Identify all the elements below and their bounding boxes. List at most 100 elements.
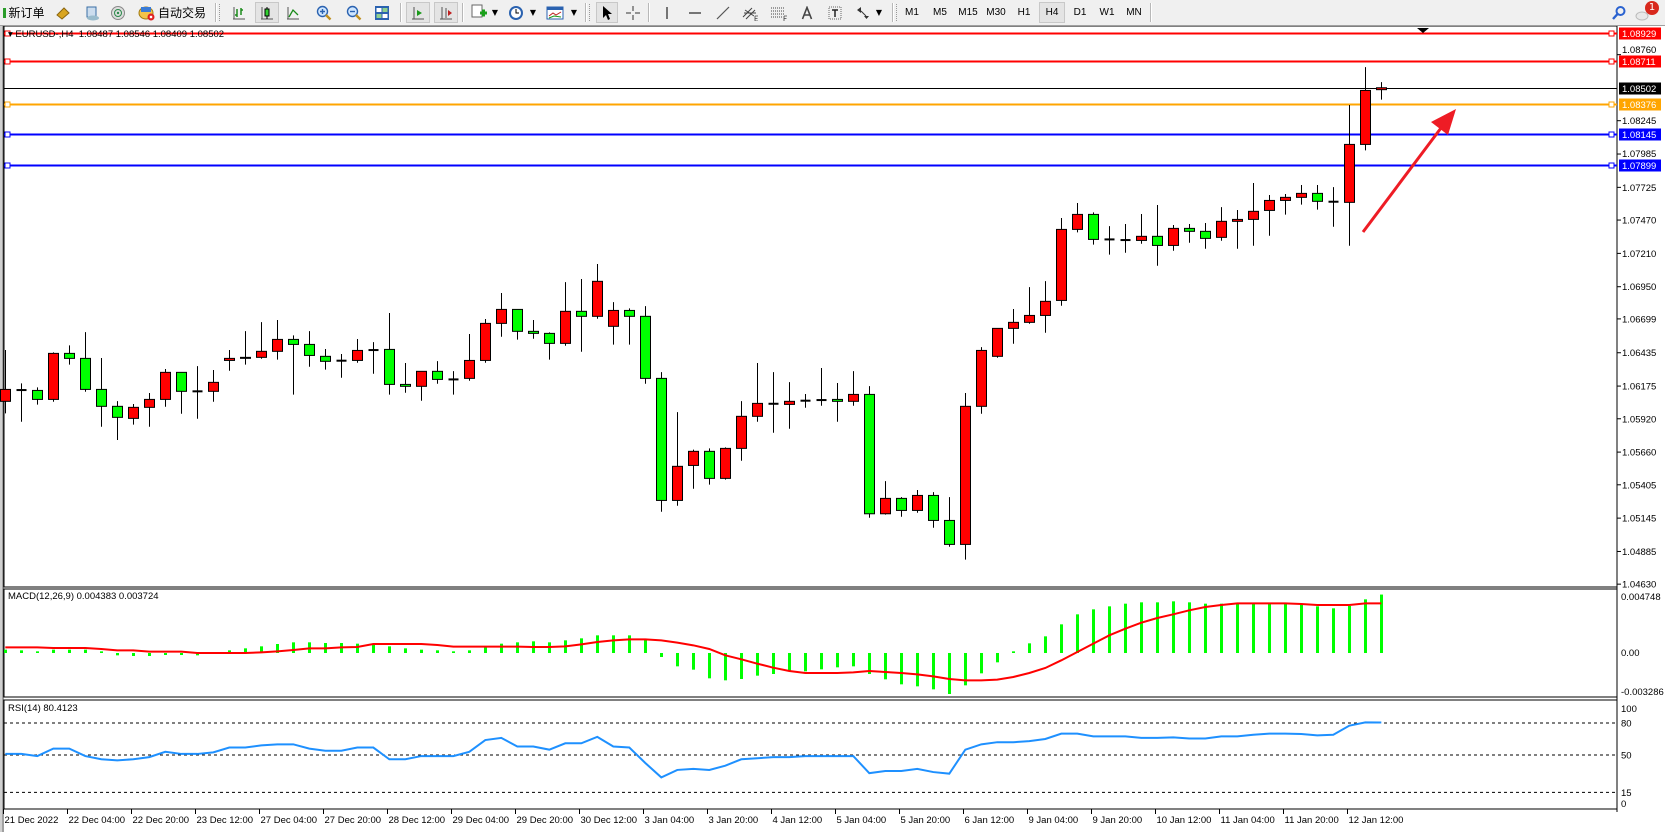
timeframe-h4[interactable]: H4 — [1039, 2, 1065, 23]
messages-button[interactable] — [1634, 2, 1650, 23]
candle — [976, 347, 987, 414]
candle-body-bull — [848, 393, 859, 402]
arrows-button[interactable] — [853, 2, 873, 23]
price-label: 1.07899 — [1622, 161, 1656, 172]
indicators-button[interactable] — [468, 2, 490, 23]
candle-body-bull — [560, 310, 571, 344]
timeframe-w1[interactable]: W1 — [1099, 7, 1115, 18]
candle-body-bull — [0, 388, 11, 402]
price-label-box — [1619, 159, 1661, 172]
candle-body-bear — [896, 497, 907, 511]
arrow-annotation[interactable] — [1361, 109, 1456, 233]
candle — [432, 361, 443, 384]
zoom-in-button[interactable] — [313, 2, 335, 23]
text-button[interactable] — [797, 2, 817, 23]
timeframe-mn[interactable]: MN — [1126, 7, 1142, 18]
candle-body-bear — [704, 450, 715, 479]
fibonacci-button[interactable] — [768, 2, 790, 23]
candle-body-bear — [400, 383, 411, 387]
candlestick-button[interactable] — [255, 2, 279, 23]
timeframe-m15[interactable]: M15 — [958, 7, 978, 18]
candle — [0, 350, 11, 414]
time-tick-label: 5 Jan 04:00 — [837, 815, 887, 826]
candle-body-bear — [320, 355, 331, 362]
candle-body-bull — [48, 352, 59, 400]
chart-shift-marker[interactable] — [1417, 28, 1429, 33]
cursor-button[interactable] — [596, 2, 618, 23]
candle — [672, 412, 683, 506]
candle-body-bull — [352, 349, 363, 361]
templates-icon — [546, 6, 564, 19]
candle-body-bear — [1184, 227, 1195, 232]
candle — [1120, 224, 1131, 253]
candle — [944, 497, 955, 547]
timeframe-m5[interactable]: M5 — [933, 7, 947, 18]
candle — [1024, 287, 1035, 324]
macd-signal-line — [5, 602, 1382, 682]
candle — [608, 302, 619, 345]
candle-body-bull — [224, 357, 235, 361]
timeframe-m1[interactable]: M1 — [905, 7, 919, 18]
candle-body-bear — [576, 310, 587, 317]
bar-chart-icon — [233, 6, 245, 19]
arrows-icon — [857, 6, 869, 19]
candle — [208, 370, 219, 402]
templates-dropdown[interactable]: ▼ — [569, 2, 579, 23]
candle — [752, 363, 763, 422]
auto-trading-button[interactable]: 自动交易 — [134, 2, 210, 23]
collapse-triangle-icon[interactable]: ▾ — [8, 29, 13, 40]
candle — [1312, 185, 1323, 210]
line-chart-button[interactable] — [282, 2, 304, 23]
time-tick-label: 22 Dec 20:00 — [133, 815, 190, 826]
candle-body-bull — [1232, 218, 1243, 222]
candle-body-bear — [1200, 230, 1211, 239]
candle — [688, 449, 699, 489]
new-order-button[interactable]: 新订单 — [2, 2, 46, 23]
candle-body-bull — [1344, 143, 1355, 203]
vertical-line-button[interactable] — [657, 2, 677, 23]
candle — [992, 327, 1003, 358]
candle — [1072, 203, 1083, 233]
indicators-dropdown[interactable]: ▼ — [490, 2, 500, 23]
bar-chart-button[interactable] — [228, 2, 250, 23]
equidistant-channel-button[interactable] — [740, 2, 762, 23]
candle — [1376, 82, 1387, 100]
timeframe-d1[interactable]: D1 — [1073, 7, 1087, 18]
candle-body-bull — [1136, 235, 1147, 241]
time-tick-label: 3 Jan 20:00 — [709, 815, 759, 826]
candle — [1344, 105, 1355, 246]
zoom-out-icon — [346, 5, 362, 20]
navigator-button[interactable] — [107, 2, 129, 23]
templates-button[interactable] — [544, 2, 566, 23]
arrows-dropdown[interactable]: ▼ — [874, 2, 884, 23]
text-label-button[interactable] — [825, 2, 845, 23]
rsi-axis-label: 80 — [1621, 718, 1632, 729]
search-button[interactable] — [1609, 2, 1629, 23]
candle-body-bear — [1152, 235, 1163, 246]
chart-shift-button[interactable] — [434, 2, 458, 23]
crosshair-button[interactable] — [622, 2, 644, 23]
candle — [128, 404, 139, 425]
auto-scroll-button[interactable] — [406, 2, 430, 23]
timeframe-m30[interactable]: M30 — [986, 7, 1006, 18]
data-window-button[interactable] — [81, 2, 103, 23]
candle — [704, 448, 715, 485]
horizontal-line-button[interactable] — [685, 2, 705, 23]
market-watch-button[interactable] — [52, 2, 74, 23]
periods-button[interactable] — [505, 2, 527, 23]
candle-body-bull — [1280, 196, 1291, 201]
auto-scroll-icon — [412, 6, 424, 19]
periods-dropdown[interactable]: ▼ — [528, 2, 538, 23]
candle — [1008, 309, 1019, 344]
candle — [928, 492, 939, 528]
chevron-down-icon: ▼ — [570, 8, 578, 17]
tile-windows-button[interactable] — [371, 2, 393, 23]
zoom-out-button[interactable] — [343, 2, 365, 23]
auto-trading-label: 自动交易 — [157, 6, 206, 20]
timeframe-h1[interactable]: H1 — [1017, 7, 1031, 18]
time-tick-label: 30 Dec 12:00 — [581, 815, 638, 826]
candle-body-bull — [1376, 87, 1387, 91]
trendline-button[interactable] — [713, 2, 733, 23]
text-label-icon — [828, 6, 842, 19]
